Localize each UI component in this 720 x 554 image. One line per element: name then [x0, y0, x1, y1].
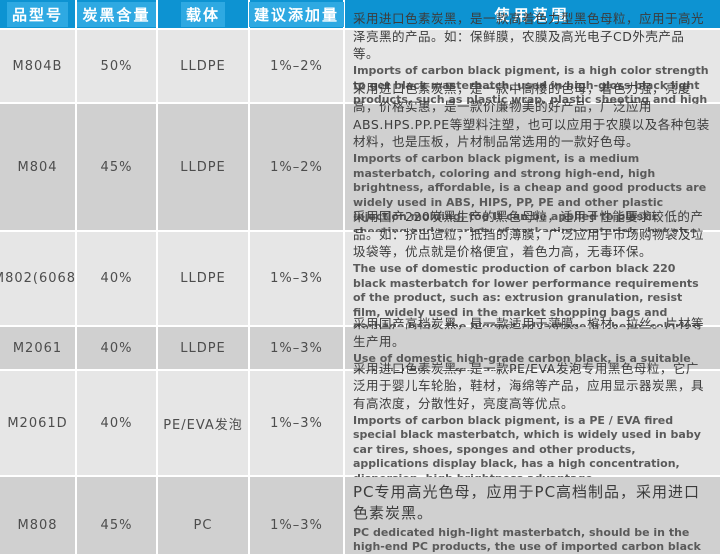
usage-text-english: PC dedicated high-light masterbatch, sho…	[353, 525, 701, 554]
usage-text-chinese: 采用进口色素炭黑，是一款PE/EVA发泡专用黑色母粒，它广泛用于婴儿车轮胎，鞋材…	[353, 360, 705, 412]
header-cell-addition: 建议添加量	[249, 0, 345, 28]
carbon-content-cell: 40%	[77, 232, 158, 325]
model-cell: M804	[0, 104, 77, 230]
table-row-m2061: M2061 40% LLDPE 1%–3% 采用国产高档炭黑，是一款适用于薄膜。…	[0, 316, 720, 379]
carbon-content-cell: 50%	[77, 30, 158, 102]
model-cell: M804B	[0, 30, 77, 102]
usage-cell: 采用国产高档炭黑，是一款适用于薄膜。棺材。拉丝。片材等生产用。 Use of d…	[345, 316, 720, 379]
addition-cell: 1%–3%	[250, 327, 345, 369]
table-header-row: 品型号 炭黑含量 载体 建议添加量 使用范围	[0, 0, 720, 30]
usage-text-chinese: PC专用高光色母，应用于PC高档制品，采用进口色素炭黑。	[353, 483, 701, 523]
usage-cell: 采用国产220炭黑生产的黑色母粒，适用于性能要求较低的产品。如：挤出造粒，抵挡的…	[345, 209, 720, 348]
addition-cell: 1%–2%	[250, 30, 345, 102]
carrier-cell: LLDPE	[158, 104, 250, 230]
usage-text-chinese: 采用进口色素炭黑，是一款中高楼的色母，着色力强，亮度高，价格实惠，是一款价廉物美…	[353, 81, 710, 150]
header-cell-model: 品型号	[0, 0, 77, 28]
model-cell: M808	[0, 477, 77, 554]
carrier-cell: LLDPE	[158, 327, 250, 369]
addition-cell: 1%–3%	[250, 477, 345, 554]
carbon-content-cell: 45%	[77, 477, 158, 554]
header-addition-label: 建议添加量	[249, 1, 345, 27]
header-carbon-content-label: 炭黑含量	[77, 1, 156, 27]
table-row-m802-6068: M802(6068) 40% LLDPE 1%–3% 采用国产220炭黑生产的黑…	[0, 209, 720, 348]
carrier-cell: LLDPE	[158, 30, 250, 102]
header-model-label: 品型号	[6, 1, 68, 27]
header-cell-usage: 使用范围	[345, 0, 720, 28]
usage-cell: 采用进口色素炭黑，是一款高着色力型黑色母粒，应用于高光泽亮黑的产品。如：保鲜膜，…	[345, 11, 720, 121]
addition-cell: 1%–3%	[250, 371, 345, 475]
usage-text-chinese: 采用国产220炭黑生产的黑色母粒，适用于性能要求较低的产品。如：挤出造粒，抵挡的…	[353, 208, 705, 260]
usage-cell: PC专用高光色母，应用于PC高档制品，采用进口色素炭黑。 PC dedicate…	[345, 477, 720, 554]
usage-text-chinese: 采用国产高档炭黑，是一款适用于薄膜。棺材。拉丝。片材等生产用。	[353, 316, 705, 349]
carbon-content-cell: 40%	[77, 327, 158, 369]
model-cell: M802(6068)	[0, 232, 81, 325]
carbon-content-cell: 45%	[77, 104, 158, 230]
header-usage-label: 使用范围	[494, 5, 571, 24]
model-cell: M2061	[0, 327, 77, 369]
table-row-m804b: M804B 50% LLDPE 1%–2% 采用进口色素炭黑，是一款高着色力型黑…	[0, 11, 720, 121]
header-cell-carbon-content: 炭黑含量	[77, 0, 158, 28]
usage-cell: 采用进口色素炭黑，是一款PE/EVA发泡专用黑色母粒，它广泛用于婴儿车轮胎，鞋材…	[345, 361, 720, 485]
model-cell: M2061D	[0, 371, 77, 475]
table-row-m808: M808 45% PC 1%–3% PC专用高光色母，应用于PC高档制品，采用进…	[0, 477, 720, 554]
addition-cell: 1%–3%	[250, 232, 345, 325]
carrier-cell: LLDPE	[158, 232, 250, 325]
table-row-m804: M804 45% LLDPE 1%–2% 采用进口色素炭黑，是一款中高楼的色母，…	[0, 81, 720, 252]
header-carrier-label: 载体	[180, 1, 225, 27]
usage-text-chinese: 采用进口色素炭黑，是一款高着色力型黑色母粒，应用于高光泽亮黑的产品。如：保鲜膜，…	[353, 10, 705, 62]
carbon-content-cell: 40%	[77, 371, 158, 475]
usage-text-english: Imports of carbon black pigment, is a PE…	[353, 413, 701, 485]
usage-cell: 采用进口色素炭黑，是一款中高楼的色母，着色力强，亮度高，价格实惠，是一款价廉物美…	[345, 81, 720, 252]
addition-cell: 1%–2%	[250, 104, 345, 230]
header-cell-carrier: 载体	[158, 0, 250, 28]
carrier-cell: PC	[158, 477, 250, 554]
carrier-cell: PE/EVA发泡	[158, 371, 250, 475]
table-row-m2061d: M2061D 40% PE/EVA发泡 1%–3% 采用进口色素炭黑，是一款PE…	[0, 361, 720, 485]
